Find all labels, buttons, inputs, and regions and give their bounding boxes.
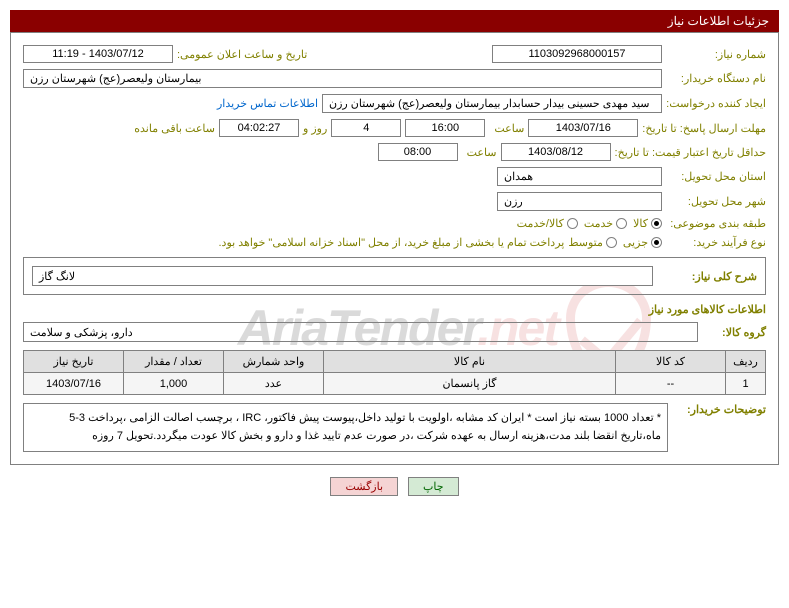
row-need-number: شماره نیاز: 1103092968000157 تاریخ و ساع… (23, 45, 766, 63)
deadline-time-value: 16:00 (405, 119, 485, 137)
days-and-label: روز و (303, 122, 327, 135)
deadline-time-label: ساعت (489, 122, 524, 135)
buyer-desc-label: توضیحات خریدار: (676, 403, 766, 416)
th-date: تاریخ نیاز (24, 351, 124, 373)
buyer-name-value: بیمارستان ولیعصر(عج) شهرستان رزن (23, 69, 662, 88)
th-code: کد کالا (616, 351, 726, 373)
category-label: طبقه بندی موضوعی: (666, 217, 766, 230)
desc-value: لانگ گاز (32, 266, 653, 286)
radio-kala[interactable] (651, 218, 662, 229)
radio-khedmat[interactable] (616, 218, 627, 229)
validity-time-label: ساعت (462, 146, 497, 159)
need-number-value: 1103092968000157 (492, 45, 662, 63)
category-radio-group: کالا خدمت کالا/خدمت (517, 217, 662, 230)
row-province: استان محل تحویل: همدان (23, 167, 766, 186)
table-header-row: ردیف کد کالا نام کالا واحد شمارش تعداد /… (24, 351, 766, 373)
radio-jozi[interactable] (651, 237, 662, 248)
validity-date-value: 1403/08/12 (501, 143, 611, 161)
days-count-value: 4 (331, 119, 401, 137)
table-row: 1 -- گاز پانسمان عدد 1,000 1403/07/16 (24, 373, 766, 395)
th-row: ردیف (726, 351, 766, 373)
row-buyer-name: نام دستگاه خریدار: بیمارستان ولیعصر(عج) … (23, 69, 766, 88)
row-group: گروه کالا: دارو، پزشکی و سلامت (23, 322, 766, 342)
td-date: 1403/07/16 (24, 373, 124, 395)
radio-motavaset[interactable] (606, 237, 617, 248)
buyer-desc-value: * تعداد 1000 بسته نیاز است * ایران کد مش… (23, 403, 668, 452)
button-row: چاپ بازگشت (0, 477, 789, 496)
radio-khedmat-label: خدمت (584, 217, 613, 230)
radio-kala-label: کالا (633, 217, 648, 230)
announce-value: 1403/07/12 - 11:19 (23, 45, 173, 63)
desc-label: شرح کلی نیاز: (657, 270, 757, 283)
process-label: نوع فرآیند خرید: (666, 236, 766, 249)
payment-note: پرداخت تمام یا بخشی از مبلغ خرید، از محل… (23, 236, 564, 249)
page-title: جزئیات اطلاعات نیاز (668, 14, 769, 28)
row-process: نوع فرآیند خرید: جزیی متوسط پرداخت تمام … (23, 236, 766, 249)
td-name: گاز پانسمان (324, 373, 616, 395)
buyer-name-label: نام دستگاه خریدار: (666, 72, 766, 85)
page-header: جزئیات اطلاعات نیاز (10, 10, 779, 32)
countdown-value: 04:02:27 (219, 119, 299, 137)
row-city: شهر محل تحویل: رزن (23, 192, 766, 211)
radio-motavaset-label: متوسط (568, 236, 603, 249)
city-value: رزن (497, 192, 662, 211)
td-code: -- (616, 373, 726, 395)
row-deadline: مهلت ارسال پاسخ: تا تاریخ: 1403/07/16 سا… (23, 119, 766, 137)
row-requester: ایجاد کننده درخواست: سید مهدی حسینی بیدا… (23, 94, 766, 113)
deadline-label: مهلت ارسال پاسخ: تا تاریخ: (642, 122, 766, 135)
deadline-date-value: 1403/07/16 (528, 119, 638, 137)
row-buyer-desc: توضیحات خریدار: * تعداد 1000 بسته نیاز ا… (23, 403, 766, 452)
radio-jozi-label: جزیی (623, 236, 648, 249)
city-label: شهر محل تحویل: (666, 195, 766, 208)
back-button[interactable]: بازگشت (330, 477, 398, 496)
province-value: همدان (497, 167, 662, 186)
contact-buyer-link[interactable]: اطلاعات تماس خریدار (217, 97, 318, 110)
group-value: دارو، پزشکی و سلامت (23, 322, 698, 342)
goods-table: ردیف کد کالا نام کالا واحد شمارش تعداد /… (23, 350, 766, 395)
remaining-label: ساعت باقی مانده (134, 122, 215, 135)
th-name: نام کالا (324, 351, 616, 373)
process-radio-group: جزیی متوسط (568, 236, 662, 249)
announce-label: تاریخ و ساعت اعلان عمومی: (177, 48, 307, 61)
goods-section-label: اطلاعات کالاهای مورد نیاز (23, 303, 766, 316)
td-qty: 1,000 (124, 373, 224, 395)
province-label: استان محل تحویل: (666, 170, 766, 183)
radio-kala-khedmat-label: کالا/خدمت (517, 217, 564, 230)
th-qty: تعداد / مقدار (124, 351, 224, 373)
group-label: گروه کالا: (706, 326, 766, 339)
td-num: 1 (726, 373, 766, 395)
radio-kala-khedmat[interactable] (567, 218, 578, 229)
row-validity: حداقل تاریخ اعتبار قیمت: تا تاریخ: 1403/… (23, 143, 766, 161)
th-unit: واحد شمارش (224, 351, 324, 373)
requester-value: سید مهدی حسینی بیدار حسابدار بیمارستان و… (322, 94, 662, 113)
main-panel: AriaTender.net شماره نیاز: 1103092968000… (10, 32, 779, 465)
print-button[interactable]: چاپ (408, 477, 459, 496)
description-section: شرح کلی نیاز: لانگ گاز (23, 257, 766, 295)
need-number-label: شماره نیاز: (666, 48, 766, 61)
requester-label: ایجاد کننده درخواست: (666, 97, 766, 110)
validity-time-value: 08:00 (378, 143, 458, 161)
row-category: طبقه بندی موضوعی: کالا خدمت کالا/خدمت (23, 217, 766, 230)
td-unit: عدد (224, 373, 324, 395)
validity-label: حداقل تاریخ اعتبار قیمت: تا تاریخ: (615, 146, 766, 159)
